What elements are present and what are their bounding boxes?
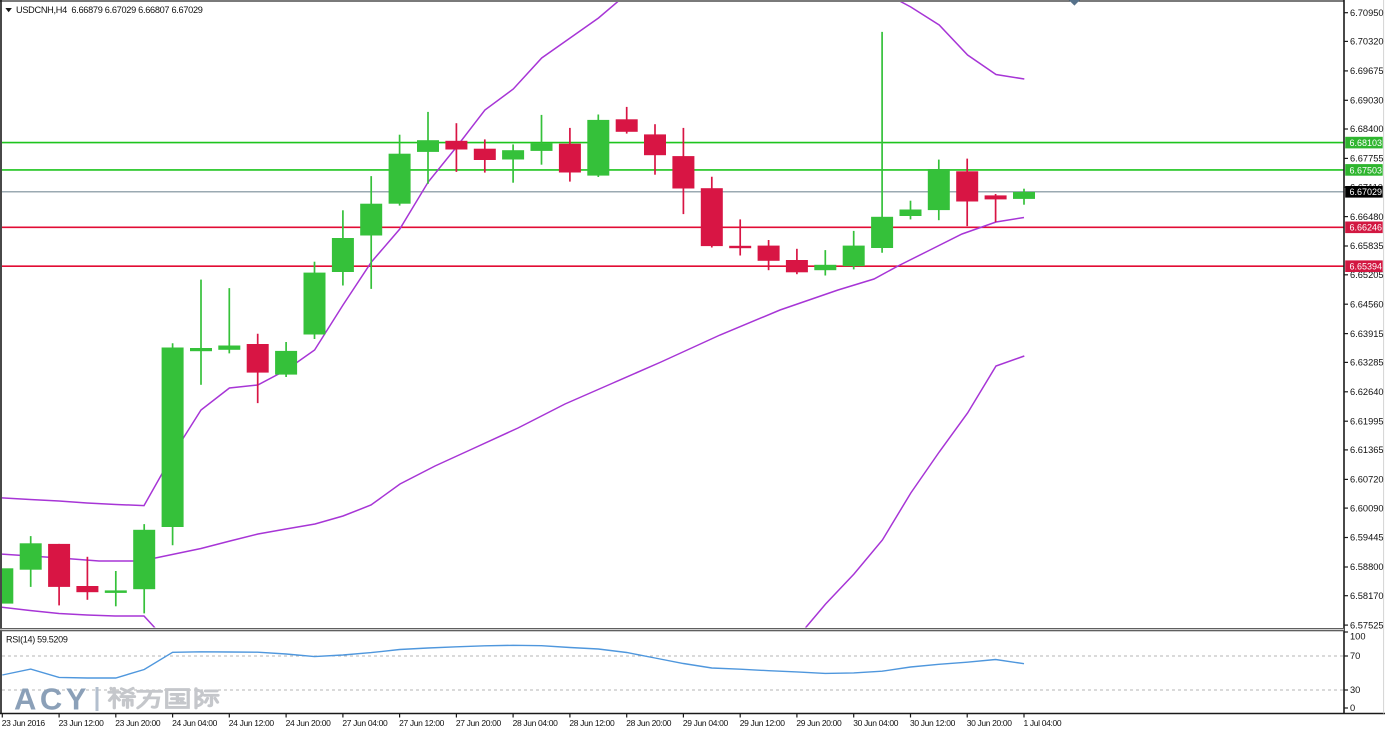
svg-text:0: 0: [1350, 703, 1355, 713]
svg-text:29 Jun 12:00: 29 Jun 12:00: [740, 718, 786, 728]
svg-text:6.70320: 6.70320: [1350, 37, 1384, 47]
svg-text:28 Jun 12:00: 28 Jun 12:00: [569, 718, 615, 728]
svg-text:27 Jun 12:00: 27 Jun 12:00: [399, 718, 445, 728]
svg-text:30 Jun 20:00: 30 Jun 20:00: [967, 718, 1013, 728]
svg-text:23 Jun 20:00: 23 Jun 20:00: [115, 718, 161, 728]
svg-text:6.69030: 6.69030: [1350, 96, 1384, 106]
svg-text:6.64560: 6.64560: [1350, 299, 1384, 309]
svg-text:ACY: ACY: [14, 682, 90, 717]
svg-text:29 Jun 04:00: 29 Jun 04:00: [683, 718, 729, 728]
svg-text:RSI(14) 59.5209: RSI(14) 59.5209: [6, 634, 68, 644]
svg-text:6.63915: 6.63915: [1350, 329, 1384, 339]
svg-text:23 Jun 2016: 23 Jun 2016: [2, 718, 46, 728]
svg-text:6.65835: 6.65835: [1350, 241, 1384, 251]
svg-text:6.59445: 6.59445: [1350, 533, 1384, 543]
svg-text:6.60090: 6.60090: [1350, 503, 1384, 513]
svg-text:23 Jun 12:00: 23 Jun 12:00: [59, 718, 105, 728]
svg-text:6.66480: 6.66480: [1350, 212, 1384, 222]
svg-text:6.68103: 6.68103: [1350, 138, 1383, 148]
svg-text:28 Jun 04:00: 28 Jun 04:00: [513, 718, 559, 728]
svg-text:24 Jun 04:00: 24 Jun 04:00: [172, 718, 218, 728]
svg-text:27 Jun 04:00: 27 Jun 04:00: [342, 718, 388, 728]
svg-text:6.58170: 6.58170: [1350, 591, 1384, 601]
svg-text:70: 70: [1350, 651, 1360, 661]
svg-text:6.68400: 6.68400: [1350, 124, 1384, 134]
svg-text:6.61995: 6.61995: [1350, 416, 1384, 426]
svg-text:27 Jun 20:00: 27 Jun 20:00: [456, 718, 502, 728]
svg-text:28 Jun 20:00: 28 Jun 20:00: [626, 718, 672, 728]
svg-text:6.65394: 6.65394: [1350, 262, 1383, 272]
svg-text:6.58800: 6.58800: [1350, 562, 1384, 572]
svg-text:6.65205: 6.65205: [1350, 270, 1384, 280]
svg-text:24 Jun 12:00: 24 Jun 12:00: [229, 718, 275, 728]
svg-text:100: 100: [1350, 632, 1366, 642]
svg-text:6.69675: 6.69675: [1350, 66, 1384, 76]
svg-text:30: 30: [1350, 685, 1360, 695]
svg-text:6.60720: 6.60720: [1350, 475, 1384, 485]
svg-text:6.62640: 6.62640: [1350, 387, 1384, 397]
svg-text:USDCNH,H4 6.66879 6.67029 6.6: USDCNH,H4 6.66879 6.67029 6.66807 6.6702…: [16, 5, 203, 15]
svg-text:6.67029: 6.67029: [1350, 187, 1383, 197]
svg-text:29 Jun 20:00: 29 Jun 20:00: [796, 718, 842, 728]
svg-text:24 Jun 20:00: 24 Jun 20:00: [286, 718, 332, 728]
svg-text:30 Jun 04:00: 30 Jun 04:00: [853, 718, 899, 728]
svg-text:6.66246: 6.66246: [1350, 223, 1383, 233]
svg-text:6.57525: 6.57525: [1350, 620, 1384, 630]
svg-text:30 Jun 12:00: 30 Jun 12:00: [910, 718, 956, 728]
svg-text:6.67755: 6.67755: [1350, 154, 1384, 164]
svg-text:6.67503: 6.67503: [1350, 165, 1383, 175]
svg-text:6.61365: 6.61365: [1350, 445, 1384, 455]
svg-text:6.70950: 6.70950: [1350, 8, 1384, 18]
svg-text:6.63285: 6.63285: [1350, 358, 1384, 368]
svg-text:1 Jul 04:00: 1 Jul 04:00: [1024, 718, 1062, 728]
